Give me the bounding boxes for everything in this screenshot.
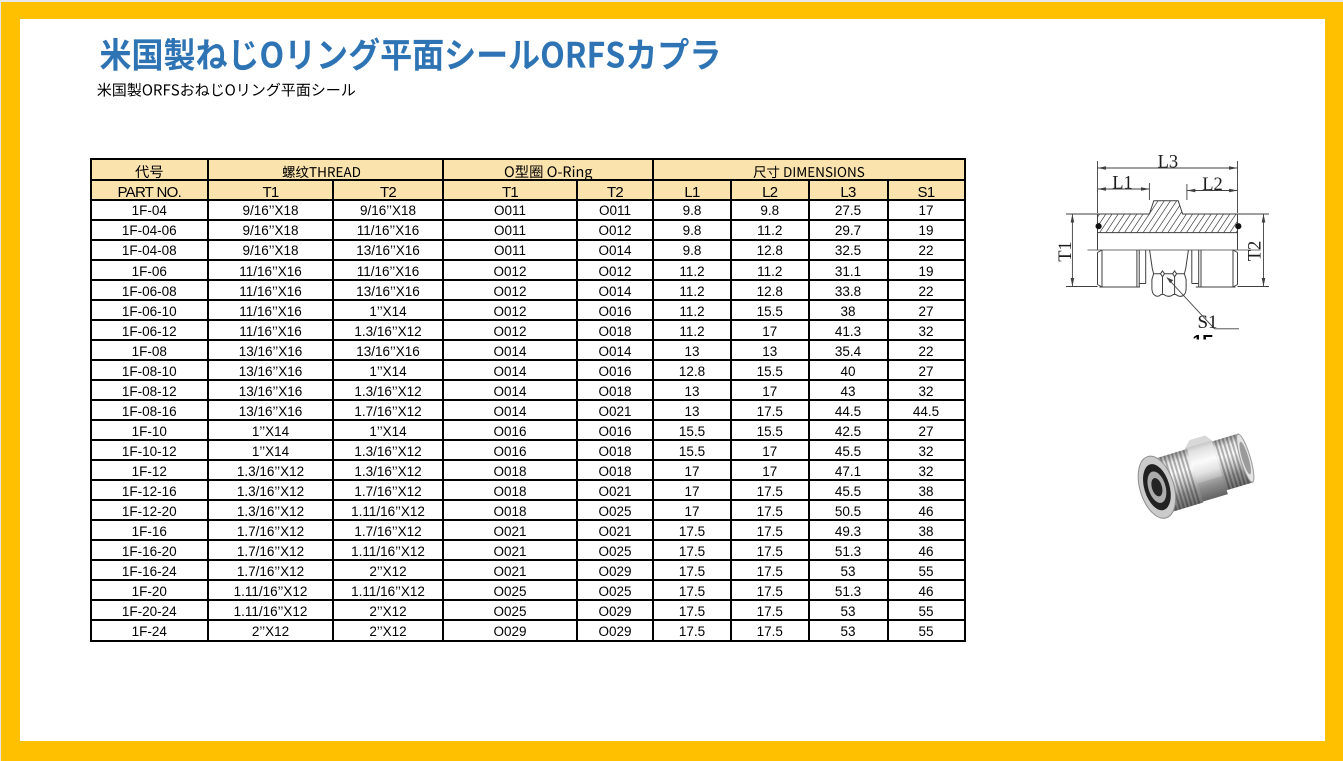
svg-text:L3: L3: [1158, 153, 1179, 173]
svg-text:L2: L2: [1202, 175, 1223, 195]
svg-text:L1: L1: [1112, 174, 1133, 194]
svg-text:T1: T1: [1056, 241, 1076, 262]
svg-text:1F: 1F: [1193, 331, 1214, 350]
svg-text:T2: T2: [1245, 241, 1265, 262]
svg-text:S1: S1: [1197, 312, 1217, 333]
